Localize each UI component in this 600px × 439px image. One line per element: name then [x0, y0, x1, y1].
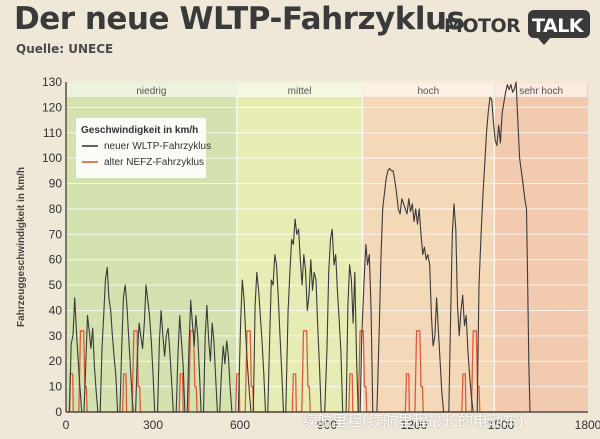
motortalk-logo: MOTOR TALK — [444, 8, 594, 48]
x-tick-label: 600 — [230, 418, 250, 432]
x-tick-label: 0 — [63, 418, 70, 432]
zone-label: mittel — [288, 86, 312, 97]
zone-label: sehr hoch — [519, 86, 563, 97]
logo-bubble-tail — [536, 36, 552, 45]
y-tick-label: 60 — [49, 253, 63, 267]
logo-talk: TALK — [532, 15, 584, 37]
logo-motor: MOTOR — [444, 15, 521, 37]
zone-header — [363, 83, 494, 97]
zone-background — [494, 82, 588, 412]
zone-header — [67, 83, 236, 97]
legend-box — [76, 118, 206, 178]
y-tick-label: 10 — [49, 380, 63, 394]
chart-title: Der neue WLTP-Fahrzyklus — [14, 1, 465, 37]
y-axis-label: Fahrzeuggeschwindigkeit in km/h — [16, 167, 27, 327]
x-tick-label: 1200 — [401, 418, 428, 432]
y-tick-label: 40 — [49, 303, 63, 317]
y-tick-label: 110 — [43, 126, 62, 140]
legend-label: alter NEFZ-Fahrzyklus — [104, 157, 204, 168]
zone-header — [495, 83, 587, 97]
x-tick-label: 1800 — [575, 418, 600, 432]
chart-source: Quelle: UNECE — [16, 42, 114, 56]
x-tick-label: 1500 — [488, 418, 515, 432]
logo-bubble — [528, 10, 590, 38]
y-tick-label: 130 — [42, 75, 62, 89]
y-tick-label: 0 — [55, 405, 62, 419]
y-tick-label: 20 — [49, 354, 63, 368]
legend-label: neuer WLTP-Fahrzyklus — [104, 141, 211, 152]
y-tick-label: 70 — [49, 227, 63, 241]
y-tick-label: 90 — [49, 177, 63, 191]
y-tick-label: 30 — [49, 329, 63, 343]
x-tick-label: 300 — [143, 418, 163, 432]
watermark: 续航里程(续航里程最长的电动车) — [302, 412, 524, 430]
zone-header — [237, 83, 362, 97]
x-tick-label: 900 — [317, 418, 337, 432]
y-tick-label: 80 — [49, 202, 63, 216]
y-tick-label: 120 — [42, 100, 62, 114]
zone-label: hoch — [418, 86, 440, 97]
zone-label: niedrig — [136, 86, 166, 97]
legend-title: Geschwindigkeit in km/h — [81, 125, 198, 136]
y-tick-label: 100 — [42, 151, 62, 165]
zone-background — [362, 82, 495, 412]
y-tick-label: 50 — [49, 278, 63, 292]
wltp-line — [66, 81, 532, 413]
